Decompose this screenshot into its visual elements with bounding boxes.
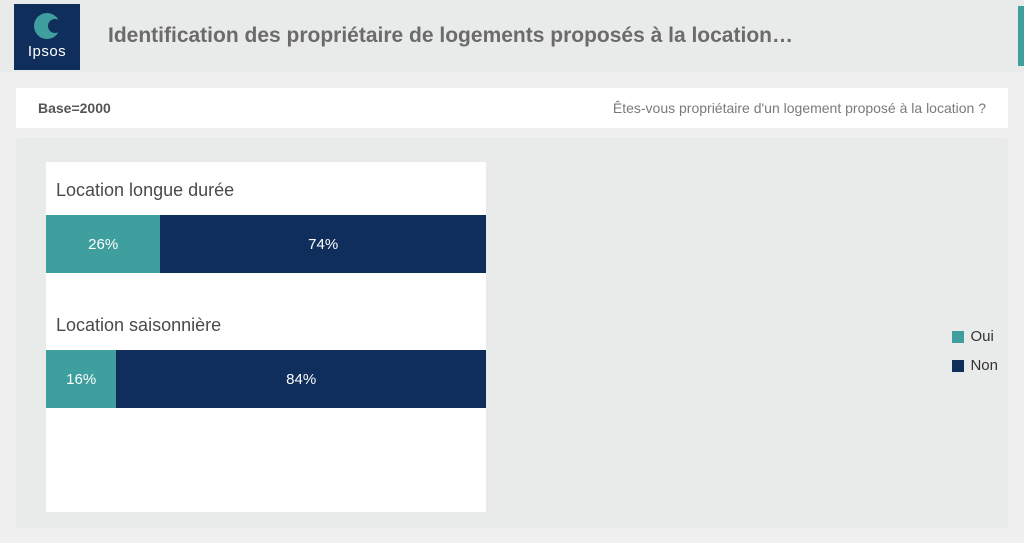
legend-swatch (952, 331, 964, 343)
subheader: Base=2000 Êtes-vous propriétaire d'un lo… (16, 88, 1008, 128)
logo-icon (34, 13, 60, 39)
legend-label: Non (970, 357, 998, 374)
legend: Oui Non (952, 328, 998, 374)
stacked-bar: 26% 74% (46, 215, 486, 273)
page: Ipsos Identification des propriétaire de… (0, 0, 1024, 543)
brand-logo: Ipsos (14, 4, 80, 70)
page-title: Identification des propriétaire de logem… (108, 24, 793, 48)
bar-group: Location longue durée 26% 74% (46, 180, 486, 273)
bar-group-label: Location longue durée (56, 180, 486, 201)
legend-item: Oui (952, 328, 998, 345)
stacked-bar: 16% 84% (46, 350, 486, 408)
legend-item: Non (952, 357, 998, 374)
logo-text: Ipsos (28, 43, 66, 60)
bar-segment-oui: 16% (46, 350, 116, 408)
chart: Location longue durée 26% 74% Location s… (46, 162, 486, 512)
base-label: Base=2000 (38, 100, 111, 116)
bar-segment-non: 74% (160, 215, 486, 273)
bar-group: Location saisonnière 16% 84% (46, 315, 486, 408)
question-text: Êtes-vous propriétaire d'un logement pro… (613, 100, 986, 116)
header: Ipsos Identification des propriétaire de… (0, 0, 1024, 72)
bar-segment-non: 84% (116, 350, 486, 408)
legend-label: Oui (970, 328, 993, 345)
bar-group-label: Location saisonnière (56, 315, 486, 336)
bar-segment-oui: 26% (46, 215, 160, 273)
content-panel: Location longue durée 26% 74% Location s… (16, 138, 1008, 528)
header-accent (1018, 6, 1024, 66)
legend-swatch (952, 360, 964, 372)
